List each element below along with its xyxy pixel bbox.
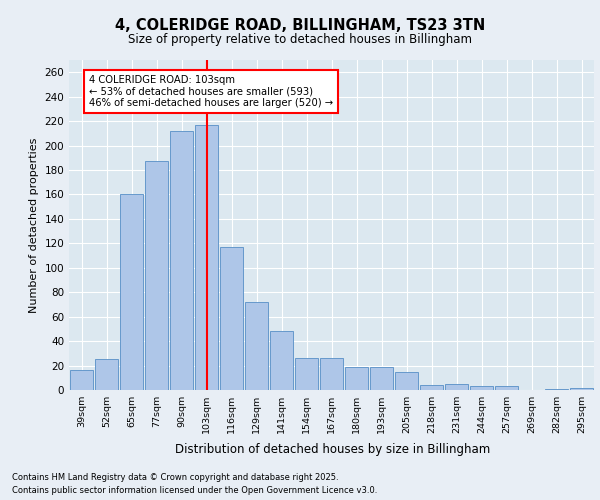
Bar [270,332,293,390]
Bar [345,367,368,390]
Text: 4 COLERIDGE ROAD: 103sqm
← 53% of detached houses are smaller (593)
46% of semi-: 4 COLERIDGE ROAD: 103sqm ← 53% of detach… [89,74,333,108]
Bar [395,372,418,390]
Bar [70,370,93,390]
Bar [445,384,468,390]
Bar [170,131,193,390]
Bar [220,247,243,390]
Bar [95,360,118,390]
Bar [370,367,393,390]
Bar [570,388,593,390]
Text: 4, COLERIDGE ROAD, BILLINGHAM, TS23 3TN: 4, COLERIDGE ROAD, BILLINGHAM, TS23 3TN [115,18,485,32]
Bar [120,194,143,390]
Text: Contains public sector information licensed under the Open Government Licence v3: Contains public sector information licen… [12,486,377,495]
Bar [320,358,343,390]
Bar [545,389,568,390]
Bar [495,386,518,390]
Bar [295,358,318,390]
Y-axis label: Number of detached properties: Number of detached properties [29,138,39,312]
Bar [145,162,168,390]
Text: Size of property relative to detached houses in Billingham: Size of property relative to detached ho… [128,32,472,46]
Text: Distribution of detached houses by size in Billingham: Distribution of detached houses by size … [175,442,491,456]
Text: Contains HM Land Registry data © Crown copyright and database right 2025.: Contains HM Land Registry data © Crown c… [12,472,338,482]
Bar [420,385,443,390]
Bar [245,302,268,390]
Bar [195,125,218,390]
Bar [470,386,493,390]
